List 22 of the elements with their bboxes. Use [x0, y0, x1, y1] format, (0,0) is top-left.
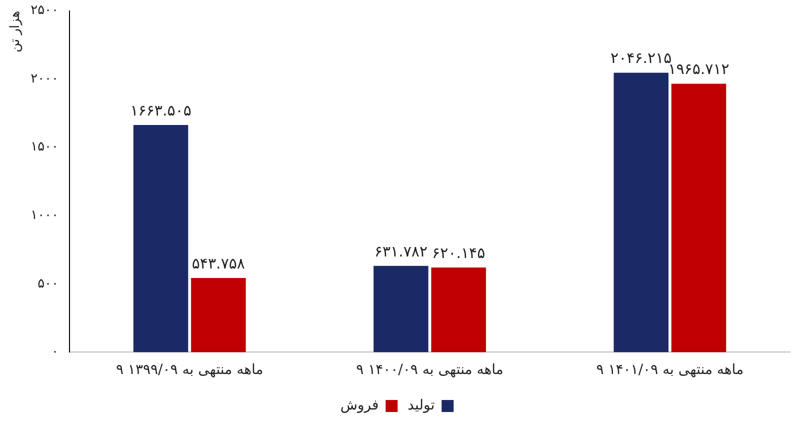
- bar: [614, 72, 668, 352]
- y-tick-label: ۱۵۰۰: [30, 140, 59, 155]
- y-tick-label: ۱۰۰۰: [30, 208, 59, 224]
- data-label: ۵۴۳.۷۵۸: [192, 254, 245, 272]
- y-tick-label: ۲۰۰۰: [30, 71, 59, 86]
- x-tick-label: ۹ ماهه منتهی به ۱۴۰۱/۰۹: [596, 362, 744, 378]
- y-tick-label: ۰: [52, 344, 59, 360]
- data-label: ۶۳۱.۷۸۲: [374, 242, 428, 260]
- data-label: ۶۲۰.۱۴۵: [432, 244, 486, 262]
- data-label: ۱۶۶۳.۵۰۵: [130, 101, 192, 120]
- y-tick-label: ۵۰۰: [38, 276, 59, 292]
- x-tick-label: ۹ ماهه منتهی به ۱۴۰۰/۰۹: [356, 362, 504, 378]
- bar: [671, 84, 726, 352]
- bar: [191, 278, 246, 352]
- legend-label: تولید: [408, 398, 435, 414]
- legend-label: فروش: [340, 398, 379, 414]
- bar: [133, 125, 188, 352]
- y-tick-label: ۲۵۰۰: [30, 3, 59, 18]
- x-tick-label: ۹ ماهه منتهی به ۱۳۹۹/۰۹: [116, 362, 264, 378]
- y-axis-title: هزار تن: [8, 10, 24, 52]
- bar: [374, 266, 428, 352]
- bar: [431, 268, 486, 352]
